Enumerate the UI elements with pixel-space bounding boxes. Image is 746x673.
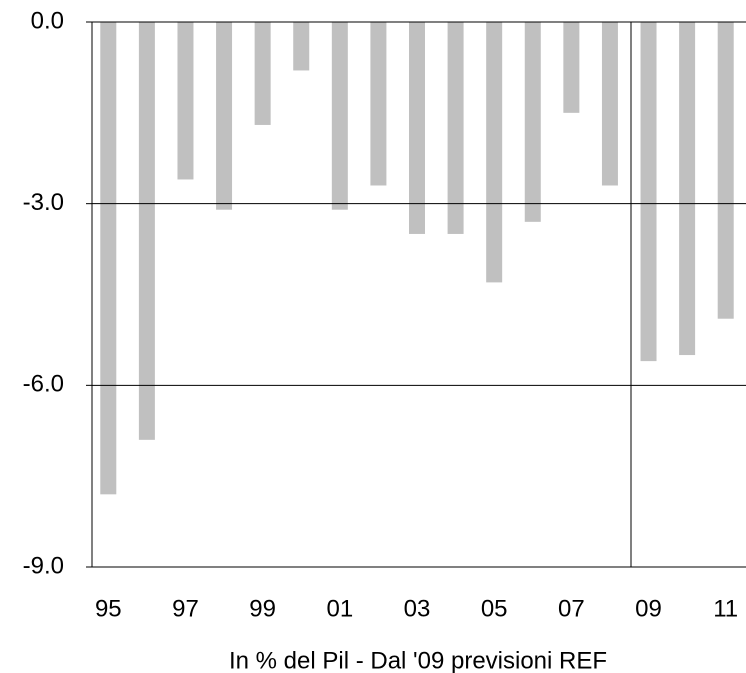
bar [563,22,580,113]
y-tick-label: -3.0 [23,189,64,216]
y-tick-label: 0.0 [31,7,64,34]
bar [293,22,310,71]
bar [254,22,271,125]
x-tick-label: 01 [326,595,353,622]
y-tick-label: -9.0 [23,552,64,579]
bar [486,22,503,283]
bar [100,22,117,495]
y-tick-label: -6.0 [23,371,64,398]
bar [447,22,464,234]
bar [524,22,541,222]
x-tick-label: 03 [404,595,431,622]
x-tick-label: 07 [558,595,585,622]
x-tick-label: 09 [635,595,662,622]
x-tick-label: 05 [481,595,508,622]
bar [138,22,155,440]
x-tick-label: 97 [172,595,199,622]
bar [370,22,387,186]
x-tick-label: 99 [249,595,276,622]
bar [679,22,696,356]
bar [640,22,657,362]
bar [216,22,233,210]
bar [177,22,194,180]
bar [601,22,618,186]
bar [717,22,734,319]
x-tick-label: 95 [95,595,122,622]
x-tick-label: 11 [713,595,738,622]
x-axis-label: In % del Pil - Dal '09 previsioni REF [229,647,607,673]
bar [331,22,348,210]
bar [409,22,425,234]
